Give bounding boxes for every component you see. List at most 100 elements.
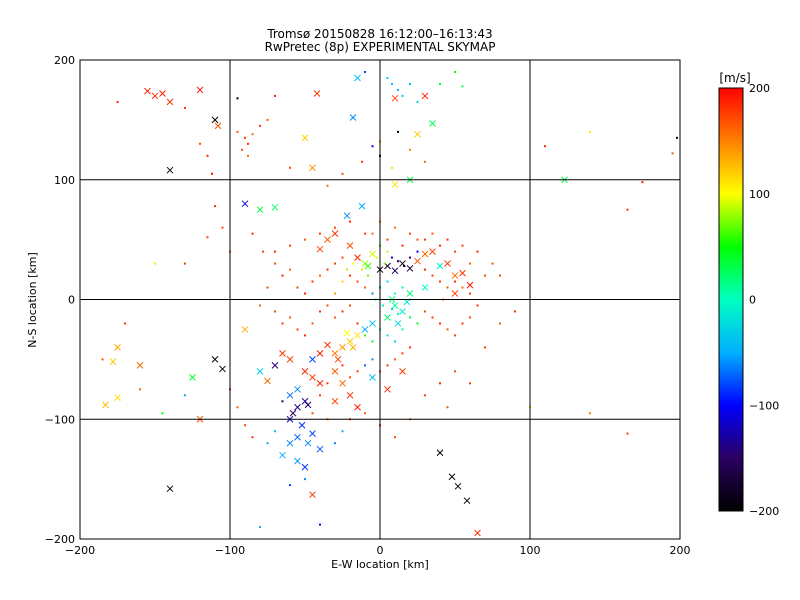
data-point-cross — [399, 308, 406, 315]
data-point-dot — [199, 142, 201, 145]
data-point-dot — [334, 442, 336, 445]
data-point-cross — [421, 284, 429, 291]
data-point-dot — [236, 97, 239, 100]
data-point-cross — [324, 341, 331, 349]
data-point-dot — [349, 274, 351, 277]
data-point-cross — [298, 421, 306, 429]
data-point-dot — [334, 292, 336, 295]
data-point-cross — [286, 356, 294, 363]
data-point-dot — [401, 352, 404, 355]
data-point-dot — [484, 346, 486, 349]
data-point-cross — [369, 320, 376, 327]
data-point-cross — [421, 250, 429, 258]
data-point-cross — [474, 529, 481, 537]
data-point-cross — [466, 281, 474, 289]
data-point-dot — [376, 256, 378, 259]
data-point-dot — [124, 322, 126, 325]
data-point-dot — [341, 430, 344, 433]
data-point-cross — [414, 130, 421, 138]
data-point-dot — [424, 310, 426, 313]
data-point-cross — [384, 314, 391, 321]
data-point-dot — [161, 412, 164, 415]
data-point-dot — [416, 322, 419, 325]
data-point-dot — [251, 232, 254, 235]
data-point-dot — [281, 400, 284, 403]
data-point-dot — [281, 322, 284, 325]
data-point-cross — [349, 344, 357, 351]
data-point-dot — [431, 316, 434, 319]
data-point-dot — [352, 262, 354, 265]
grid-lines — [80, 60, 680, 539]
data-point-dot — [461, 286, 464, 289]
data-point-dot — [484, 274, 486, 277]
data-point-dot — [281, 274, 284, 277]
data-point-dot — [469, 382, 471, 385]
data-point-cross — [301, 463, 309, 471]
data-point-dot — [454, 334, 456, 337]
data-point-cross — [384, 385, 391, 393]
data-point-dot — [446, 238, 449, 241]
data-point-dot — [116, 100, 119, 103]
data-point-dot — [349, 304, 351, 307]
data-point-cross — [309, 356, 316, 363]
data-point-dot — [394, 340, 396, 343]
data-point-dot — [326, 382, 329, 385]
data-point-dot — [311, 280, 314, 283]
data-point-cross — [294, 385, 301, 393]
data-point-dot — [394, 436, 396, 439]
data-point-cross — [211, 356, 219, 363]
data-point-dot — [409, 82, 411, 85]
data-point-dot — [409, 316, 411, 319]
data-point-cross — [151, 92, 159, 100]
data-point-cross — [109, 358, 117, 366]
data-point-cross — [219, 365, 226, 373]
y-axis-ticks: −200 −100 0 100 200 — [45, 54, 75, 546]
data-point-dot — [371, 292, 374, 295]
data-point-dot — [469, 292, 471, 295]
data-point-dot — [397, 130, 399, 133]
data-point-cross — [448, 473, 456, 481]
data-point-cross — [271, 203, 279, 211]
data-point-dot — [371, 232, 374, 235]
data-point-dot — [391, 166, 393, 169]
data-point-cross — [339, 379, 346, 387]
data-point-dot — [454, 250, 456, 253]
data-point-cross — [144, 87, 151, 95]
chart-subtitle: RwPretec (8p) EXPERIMENTAL SKYMAP — [265, 40, 496, 54]
data-point-dot — [431, 232, 434, 235]
data-point-cross — [309, 164, 316, 172]
data-point-dot — [289, 244, 291, 247]
data-point-dot — [364, 70, 366, 73]
data-point-dot — [184, 262, 186, 265]
data-point-dot — [311, 322, 314, 325]
data-point-dot — [274, 262, 276, 265]
data-point-cross — [309, 430, 316, 437]
data-point-cross — [256, 367, 264, 375]
data-point-cross — [316, 379, 324, 387]
data-point-dot — [454, 70, 456, 73]
data-point-cross — [459, 269, 466, 277]
data-point-cross — [399, 367, 406, 375]
data-point-dot — [206, 236, 209, 239]
data-point-dot — [356, 370, 359, 373]
data-point-cross — [451, 290, 459, 297]
data-point-dot — [304, 334, 306, 337]
data-point-dot — [304, 292, 306, 295]
data-point-dot — [439, 382, 441, 385]
data-point-cross — [114, 344, 121, 351]
data-point-cross — [463, 497, 471, 505]
x-tick-label: −100 — [215, 544, 245, 557]
data-point-dot — [391, 308, 393, 311]
data-point-dot — [544, 145, 546, 148]
data-point-dot — [274, 430, 276, 433]
data-point-cross — [339, 344, 346, 351]
data-point-cross — [331, 230, 339, 237]
data-point-cross — [289, 409, 297, 417]
data-point-cross — [309, 491, 316, 499]
data-point-dot — [371, 145, 374, 148]
data-point-dot — [671, 152, 674, 155]
data-point-cross — [166, 98, 174, 106]
data-point-dot — [461, 322, 464, 325]
data-point-dot — [364, 364, 366, 367]
